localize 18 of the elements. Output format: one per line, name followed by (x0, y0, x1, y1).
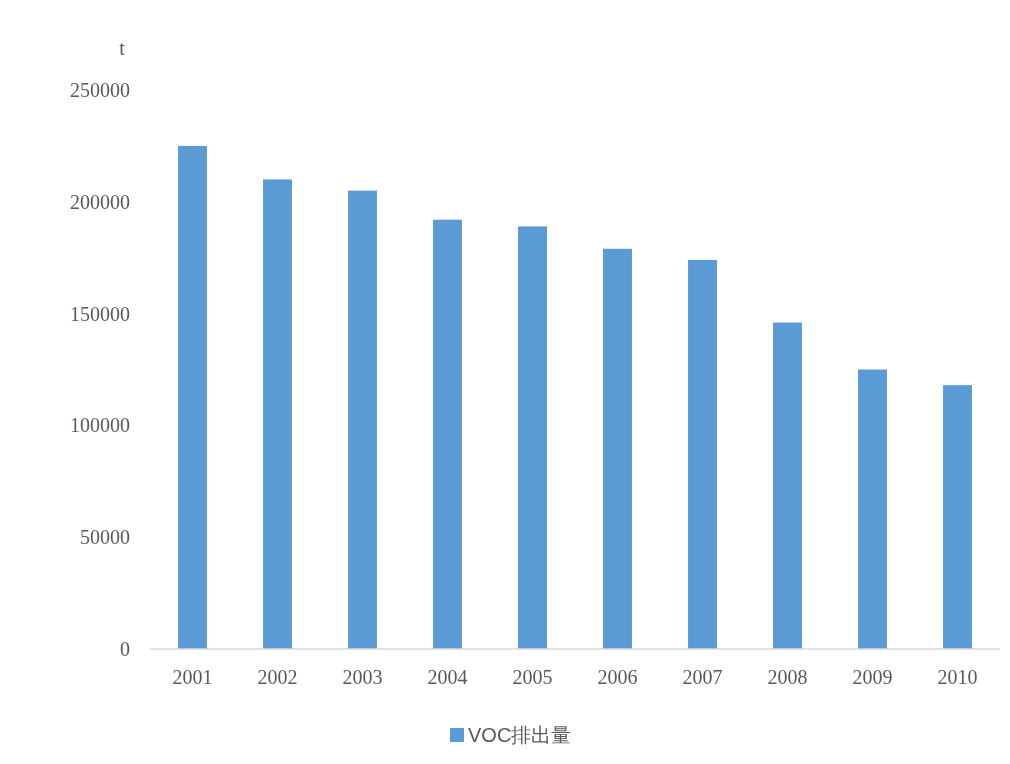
ytick: 250000 (70, 79, 130, 101)
xtick: 2004 (427, 666, 468, 688)
xtick: 2006 (597, 666, 638, 688)
xtick: 2003 (342, 666, 383, 688)
ytick: 150000 (70, 302, 130, 325)
xtick: 2005 (512, 666, 553, 688)
ytick: 100000 (70, 414, 130, 437)
legend: VOC排出量 (450, 724, 572, 746)
xtick: 2001 (172, 666, 213, 688)
xtick: 2009 (852, 666, 893, 688)
ytick: 50000 (80, 526, 130, 549)
ytick: 200000 (70, 190, 130, 213)
xtick: 2007 (682, 666, 723, 688)
xtick: 2008 (767, 666, 808, 688)
ytick: 0 (120, 638, 130, 660)
xtick: 2010 (937, 666, 978, 688)
xtick: 2002 (257, 666, 298, 688)
ylabel: t (119, 37, 125, 59)
